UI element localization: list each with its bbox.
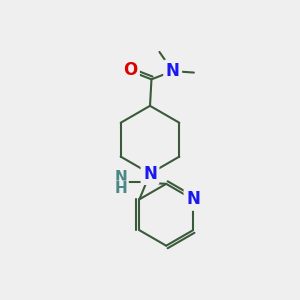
Text: O: O (123, 61, 137, 79)
Text: N: N (166, 62, 180, 80)
Text: H: H (115, 182, 128, 196)
Text: N: N (143, 165, 157, 183)
Text: N: N (115, 169, 128, 184)
Text: N: N (186, 190, 200, 208)
